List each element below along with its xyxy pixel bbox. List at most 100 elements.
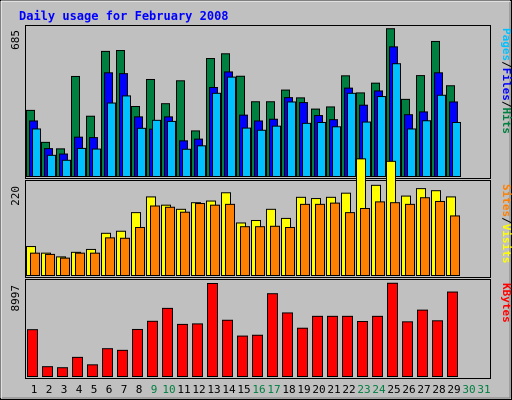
bar-sites-day-29 — [450, 215, 460, 277]
bar-pages-day-18 — [287, 101, 296, 177]
legend-bot: KBytes — [500, 283, 512, 323]
bar-pages-day-26 — [407, 128, 416, 177]
bar-kbytes-day-13 — [207, 283, 218, 377]
bar-sites-day-15 — [240, 226, 250, 276]
bar-sites-day-25 — [390, 202, 400, 276]
bar-sites-day-7 — [120, 237, 130, 276]
bar-kbytes-day-20 — [312, 315, 323, 377]
bar-kbytes-day-18 — [282, 312, 293, 377]
bar-pages-day-14 — [227, 76, 236, 177]
bar-pages-day-24 — [377, 96, 386, 177]
chart-title: Daily usage for February 2008 — [19, 9, 229, 23]
bar-sites-day-18 — [285, 227, 295, 277]
day-label-18: 18 — [282, 383, 295, 396]
legend-item-visits: Visits — [500, 224, 512, 264]
bar-pages-day-3 — [62, 159, 71, 178]
day-label-22: 22 — [342, 383, 355, 396]
day-label-29: 29 — [447, 383, 460, 396]
legend-separator: / — [500, 217, 512, 224]
legend-item-files: Files — [500, 68, 512, 101]
bar-kbytes-day-28 — [432, 320, 443, 377]
bar-sites-day-20 — [315, 203, 325, 276]
bar-sites-day-10 — [165, 206, 175, 276]
day-label-12: 12 — [192, 383, 205, 396]
bar-kbytes-day-14 — [222, 319, 233, 377]
day-label-11: 11 — [177, 383, 190, 396]
bar-pages-day-29 — [452, 121, 461, 178]
legend-item-sites: Sites — [500, 184, 512, 217]
legend-item-hits: Hits — [500, 108, 512, 135]
bar-kbytes-day-2 — [42, 366, 53, 377]
legend-item-kbytes: KBytes — [500, 283, 512, 323]
bar-kbytes-day-26 — [402, 321, 413, 378]
bar-pages-day-6 — [107, 102, 116, 177]
day-label-25: 25 — [387, 383, 400, 396]
bar-sites-day-4 — [75, 252, 85, 276]
day-label-3: 3 — [61, 383, 68, 396]
bar-sites-day-6 — [105, 237, 115, 276]
bar-sites-day-8 — [135, 227, 145, 277]
bar-sites-day-3 — [60, 257, 70, 276]
bar-sites-day-13 — [210, 204, 220, 277]
day-label-23: 23 — [357, 383, 370, 396]
day-label-20: 20 — [312, 383, 325, 396]
bar-sites-day-5 — [90, 252, 100, 276]
bar-pages-day-27 — [422, 120, 431, 177]
day-label-5: 5 — [91, 383, 98, 396]
bar-pages-day-1 — [32, 128, 41, 177]
bar-kbytes-day-3 — [57, 367, 68, 378]
bar-kbytes-day-24 — [372, 315, 383, 377]
bar-sites-day-17 — [270, 225, 280, 276]
bar-sites-day-19 — [300, 203, 310, 276]
bar-kbytes-day-16 — [252, 334, 263, 378]
day-label-9: 9 — [151, 383, 158, 396]
bar-pages-day-19 — [302, 122, 311, 177]
bar-pages-day-5 — [92, 148, 101, 177]
day-label-4: 4 — [76, 383, 83, 396]
bar-sites-day-22 — [345, 212, 355, 276]
bar-sites-day-23 — [360, 207, 370, 276]
day-label-10: 10 — [162, 383, 175, 396]
bar-sites-day-14 — [225, 203, 235, 276]
day-label-6: 6 — [106, 383, 113, 396]
bar-pages-day-28 — [437, 94, 446, 177]
bar-pages-day-2 — [47, 154, 56, 178]
bar-kbytes-day-25 — [387, 282, 398, 378]
legend-separator: / — [500, 101, 512, 108]
bar-pages-day-11 — [182, 148, 191, 177]
day-label-31: 31 — [477, 383, 490, 396]
day-label-19: 19 — [297, 383, 310, 396]
bar-kbytes-day-23 — [357, 321, 368, 377]
bar-kbytes-day-15 — [237, 335, 248, 377]
bar-pages-day-17 — [272, 125, 281, 177]
day-label-1: 1 — [31, 383, 38, 396]
bar-pages-day-9 — [152, 119, 161, 177]
bar-kbytes-day-22 — [342, 315, 353, 377]
day-label-16: 16 — [252, 383, 265, 396]
bar-pages-day-13 — [212, 92, 221, 177]
bar-pages-day-20 — [317, 121, 326, 178]
bar-pages-day-25 — [392, 63, 401, 177]
day-label-30: 30 — [462, 383, 475, 396]
bar-sites-day-2 — [45, 253, 55, 276]
bar-sites-day-28 — [435, 200, 445, 276]
ymax-label-bot: 8997 — [9, 285, 22, 312]
day-label-17: 17 — [267, 383, 280, 396]
ymax-label-top: 685 — [9, 30, 22, 50]
ymax-label-mid: 220 — [9, 186, 22, 206]
bar-kbytes-day-21 — [327, 315, 338, 377]
bar-kbytes-day-1 — [27, 329, 38, 377]
bar-pages-day-22 — [347, 92, 356, 177]
day-label-28: 28 — [432, 383, 445, 396]
bar-pages-day-15 — [242, 127, 251, 177]
bar-kbytes-day-12 — [192, 323, 203, 378]
day-label-7: 7 — [121, 383, 128, 396]
bar-kbytes-day-19 — [297, 327, 308, 377]
bar-kbytes-day-9 — [147, 320, 158, 378]
bar-sites-day-9 — [150, 205, 160, 276]
bar-kbytes-day-27 — [417, 309, 428, 377]
bar-kbytes-day-7 — [117, 349, 128, 378]
bar-pages-day-10 — [167, 120, 176, 177]
day-label-15: 15 — [237, 383, 250, 396]
